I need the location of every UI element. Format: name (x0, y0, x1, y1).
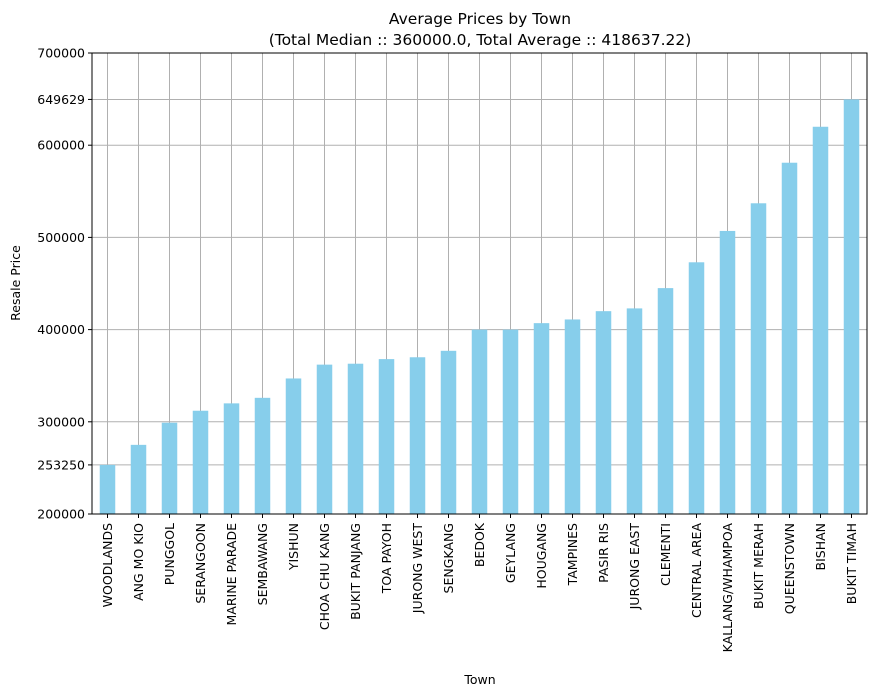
y-axis-label: Resale Price (8, 245, 23, 321)
bar (502, 329, 519, 514)
x-tick-label: BUKIT PANJANG (348, 523, 363, 620)
x-tick-label: MARINE PARADE (224, 523, 239, 626)
x-tick-label: JURONG WEST (410, 523, 425, 615)
chart-title: Average Prices by Town (389, 10, 571, 28)
bar (812, 126, 829, 514)
bar (564, 319, 581, 514)
x-tick-label: TAMPINES (565, 523, 580, 586)
y-tick-label: 500000 (37, 230, 85, 245)
y-tick-label: 253250 (37, 457, 85, 472)
bar (285, 378, 302, 514)
x-tick-label: BUKIT MERAH (751, 523, 766, 609)
bar (781, 162, 798, 514)
y-tick-label: 300000 (37, 414, 85, 429)
x-tick-label: HOUGANG (534, 523, 549, 589)
y-tick-label: 600000 (37, 138, 85, 153)
bar (347, 363, 364, 514)
x-tick-label: SENGKANG (441, 523, 456, 593)
x-tick-label: QUEENSTOWN (782, 523, 797, 614)
bar-layer (99, 99, 860, 515)
y-tick-label: 649629 (37, 92, 85, 107)
x-tick-label: SERANGOON (193, 523, 208, 604)
x-tick-label: PASIR RIS (596, 523, 611, 583)
x-tick-label: CENTRAL AREA (689, 523, 704, 618)
bar (626, 308, 643, 514)
bar (719, 230, 736, 515)
bar (440, 350, 457, 514)
x-tick-label: KALLANG/WHAMPOA (720, 523, 735, 653)
bar (409, 357, 426, 514)
bar (192, 410, 209, 514)
bar (843, 99, 860, 514)
bar (254, 397, 271, 514)
x-tick-layer: WOODLANDS ANG MO KIO PUNGGOL SERANGOON MARIN… (100, 514, 859, 652)
x-tick-label: BUKIT TIMAH (844, 523, 859, 604)
x-tick-label: BEDOK (472, 522, 487, 567)
x-tick-label: SEMBAWANG (255, 523, 270, 605)
x-tick-label: CLEMENTI (658, 523, 673, 586)
bar (688, 262, 705, 514)
bar (99, 464, 116, 514)
x-tick-label: PUNGGOL (162, 523, 177, 585)
bar (595, 311, 612, 514)
x-tick-label: ANG MO KIO (131, 523, 146, 601)
bar (533, 323, 550, 514)
x-tick-label: WOODLANDS (100, 523, 115, 607)
x-tick-label: JURONG EAST (627, 523, 642, 611)
chart-subtitle: (Total Median :: 360000.0, Total Average… (269, 31, 692, 49)
bar (316, 364, 333, 514)
bar (471, 329, 488, 514)
bar (130, 444, 147, 514)
bar (161, 422, 178, 514)
y-tick-label: 200000 (37, 507, 85, 522)
bar (378, 359, 395, 514)
x-axis-label: Town (463, 672, 495, 687)
bar (223, 403, 240, 514)
bar (657, 288, 674, 514)
y-tick-label: 700000 (37, 46, 85, 61)
x-tick-label: TOA PAYOH (379, 523, 394, 594)
x-tick-label: CHOA CHU KANG (317, 523, 332, 630)
y-tick-label: 400000 (37, 322, 85, 337)
bar (750, 203, 767, 514)
x-tick-label: BISHAN (813, 523, 828, 571)
x-tick-label: YISHUN (286, 523, 301, 571)
x-tick-label: GEYLANG (503, 523, 518, 583)
y-tick-layer: 200000 253250 300000 400000 500000 600000 6496… (37, 46, 92, 522)
